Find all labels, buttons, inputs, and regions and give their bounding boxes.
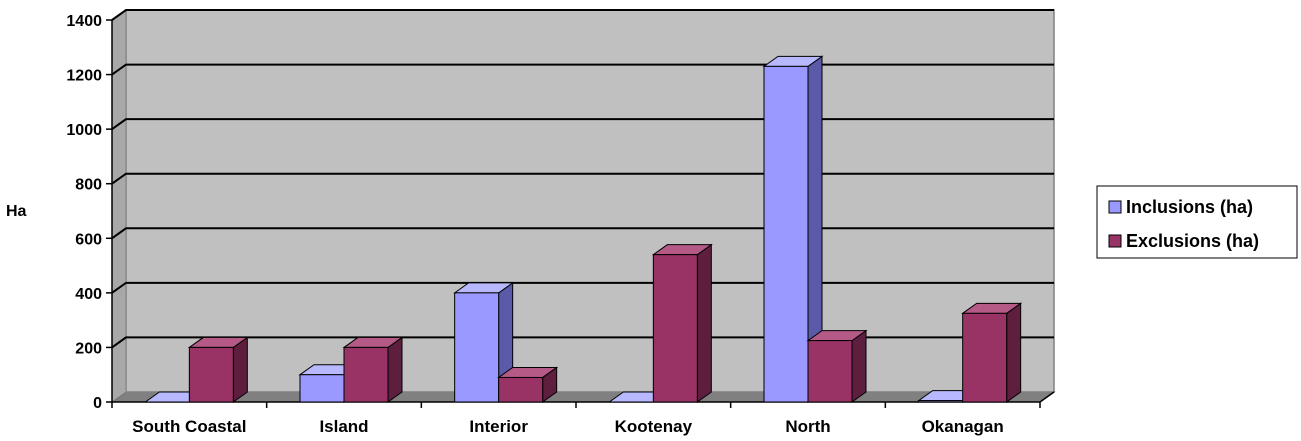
legend-swatch-exclusions: [1108, 234, 1122, 248]
gridline: [111, 63, 1054, 76]
bar-front: [807, 340, 853, 403]
plot-back-wall: [111, 9, 1055, 403]
bar-front: [454, 292, 500, 403]
legend-label-inclusions: Inclusions (ha): [1126, 197, 1253, 217]
floor-plane: [110, 391, 1056, 403]
y-axis-label: Ha: [6, 203, 27, 220]
x-axis-end: [1039, 391, 1055, 403]
category-label: Kootenay: [615, 417, 693, 436]
bar-side: [1006, 302, 1022, 403]
bar-exclusions: [342, 336, 404, 403]
legend-swatch-inclusions: [1108, 200, 1122, 214]
bar-front: [652, 254, 698, 403]
category-label: Interior: [469, 417, 528, 436]
y-tick-label: 600: [75, 231, 102, 248]
gridlines: [111, 9, 1054, 349]
category-label: Island: [319, 417, 368, 436]
chart-floor: [110, 391, 1056, 403]
bar-exclusions: [961, 302, 1023, 403]
axes: [106, 19, 1055, 408]
bar-exclusions: [651, 243, 713, 403]
gridline: [111, 118, 1054, 130]
back-wall: [125, 9, 1055, 393]
y-tick-label: 800: [75, 177, 102, 194]
y-tick-labels: 0 200 400 600 800 1000 1200 1400: [66, 13, 102, 412]
bar-front: [188, 346, 234, 403]
bar-side: [696, 243, 712, 403]
y-tick-label: 1400: [66, 13, 102, 30]
bar-side: [851, 329, 867, 403]
gridline: [111, 172, 1054, 185]
bar-front: [299, 374, 345, 403]
y-tick-label: 200: [75, 340, 102, 357]
category-label: South Coastal: [132, 417, 246, 436]
bar-front: [343, 346, 389, 403]
legend-label-exclusions: Exclusions (ha): [1126, 231, 1259, 251]
bar-front: [763, 65, 809, 403]
bar-front: [962, 312, 1008, 403]
category-labels: South Coastal Island Interior Kootenay North…: [132, 417, 1004, 436]
y-tick-label: 1200: [66, 68, 102, 85]
bar-front: [918, 400, 964, 403]
bar-exclusions: [187, 336, 249, 403]
bar-front: [498, 376, 544, 403]
gridline: [111, 281, 1054, 294]
gridline: [111, 227, 1054, 240]
bar-exclusions: [497, 366, 559, 403]
bar-exclusions: [806, 329, 868, 403]
category-label: North: [785, 417, 830, 436]
gridline: [111, 336, 1054, 349]
gridline: [111, 9, 1054, 21]
y-tick-label: 400: [75, 286, 102, 303]
y-tick-label: 1000: [66, 122, 102, 139]
y-tick-label: 0: [93, 395, 102, 412]
bar-side: [387, 336, 403, 403]
category-label: Okanagan: [922, 417, 1004, 436]
bars: [143, 55, 1023, 403]
legend: Inclusions (ha) Exclusions (ha): [1096, 185, 1298, 259]
bar-side: [232, 336, 248, 403]
